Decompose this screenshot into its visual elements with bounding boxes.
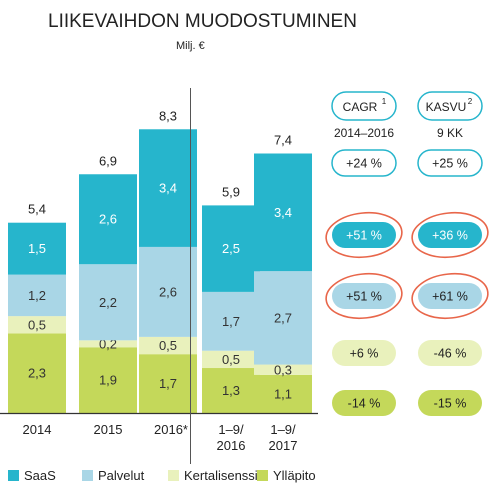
data-label: 3,4 <box>274 205 292 220</box>
highlight-ring <box>325 211 403 259</box>
total-label: 5,4 <box>28 202 46 217</box>
bar-palvelut-0 <box>8 274 66 317</box>
growth-pill <box>418 222 482 248</box>
growth-pill <box>417 149 483 177</box>
header-pill <box>417 91 483 121</box>
growth-value: +24 % <box>346 157 382 171</box>
data-label: 1,7 <box>159 376 177 391</box>
legend-swatch <box>8 470 19 481</box>
data-label: 2,5 <box>222 241 240 256</box>
bar-saas-0 <box>8 222 66 275</box>
growth-value: -14 % <box>348 397 381 411</box>
growth-value: +61 % <box>432 290 468 304</box>
bar-saas-3 <box>202 205 260 292</box>
bars-layer: 2,30,51,21,55,41,90,22,22,66,91,70,52,63… <box>8 108 312 413</box>
growth-value: +51 % <box>346 229 382 243</box>
data-label: 2,6 <box>99 212 117 227</box>
bar-ylläpito-3 <box>202 368 260 413</box>
tick-label: 2015 <box>94 422 123 437</box>
data-label: 2,6 <box>159 284 177 299</box>
data-label: 0,5 <box>159 338 177 353</box>
growth-value: -15 % <box>434 397 467 411</box>
data-label: 2,7 <box>274 310 292 325</box>
chart-subtitle: Milj. € <box>176 40 205 52</box>
growth-pill <box>331 149 397 177</box>
legend-label: Palvelut <box>98 468 145 483</box>
highlight-ring <box>325 272 403 320</box>
header-period: 9 KK <box>437 126 463 140</box>
data-label: 0,5 <box>28 317 46 332</box>
growth-pill <box>418 390 482 416</box>
growth-value: +6 % <box>350 347 379 361</box>
bar-kertalisenssit-1 <box>79 340 137 348</box>
data-label: 1,9 <box>99 373 117 388</box>
legend-swatch <box>82 470 93 481</box>
bar-palvelut-4 <box>254 271 312 365</box>
bar-ylläpito-1 <box>79 347 137 413</box>
bar-saas-2 <box>139 129 197 247</box>
growth-pill <box>418 340 482 366</box>
data-label: 1,5 <box>28 241 46 256</box>
tick-label: 2014 <box>23 422 52 437</box>
legend-swatch <box>257 470 268 481</box>
legend-label: Ylläpito <box>273 468 316 483</box>
legend: SaaS Palvelut Kertalisenssit Ylläpito <box>8 468 316 483</box>
bar-kertalisenssit-0 <box>8 316 66 334</box>
bar-kertalisenssit-3 <box>202 350 260 369</box>
header-label: CAGR <box>343 100 378 114</box>
growth-pill <box>332 283 396 309</box>
tick-label: 2016 <box>217 438 246 453</box>
bar-palvelut-1 <box>79 264 137 341</box>
bar-palvelut-2 <box>139 246 197 337</box>
bar-palvelut-3 <box>202 291 260 351</box>
legend-swatch <box>168 470 179 481</box>
bar-saas-4 <box>254 153 312 272</box>
total-label: 6,9 <box>99 153 117 168</box>
bar-kertalisenssit-4 <box>254 364 312 375</box>
growth-pill <box>332 390 396 416</box>
data-label: 1,2 <box>28 288 46 303</box>
data-label: 1,3 <box>222 383 240 398</box>
legend-label: SaaS <box>24 468 56 483</box>
header-footnote: 2 <box>468 97 473 106</box>
growth-table: CAGR 1 2014–2016 KASVU 2 9 KK +24 % +25 % +51 % +… <box>325 91 489 416</box>
header-period: 2014–2016 <box>334 126 394 140</box>
bar-ylläpito-0 <box>8 333 66 413</box>
data-label: 2,2 <box>99 295 117 310</box>
data-label: 0,5 <box>222 352 240 367</box>
highlight-ring <box>411 272 489 320</box>
header-label: KASVU <box>426 100 467 114</box>
bar-saas-1 <box>79 174 137 265</box>
highlight-ring <box>411 211 489 259</box>
growth-value: +36 % <box>432 229 468 243</box>
total-label: 7,4 <box>274 133 292 148</box>
tick-label: 1–9/ <box>270 422 296 437</box>
growth-value: +25 % <box>432 157 468 171</box>
header-pill <box>331 91 397 121</box>
growth-pill <box>418 283 482 309</box>
chart-title: LIIKEVAIHDON MUODOSTUMINEN <box>48 11 357 32</box>
header-footnote: 1 <box>382 97 387 106</box>
total-label: 5,9 <box>222 184 240 199</box>
data-label: 1,7 <box>222 314 240 329</box>
growth-value: -46 % <box>434 347 467 361</box>
data-label: 1,1 <box>274 386 292 401</box>
data-label: 2,3 <box>28 366 46 381</box>
legend-label: Kertalisenssit <box>184 468 262 483</box>
growth-value: +51 % <box>346 290 382 304</box>
tick-label: 1–9/ <box>218 422 244 437</box>
tick-label: 2017 <box>269 438 298 453</box>
bar-kertalisenssit-2 <box>139 336 197 355</box>
data-label: 3,4 <box>159 181 177 196</box>
bar-ylläpito-4 <box>254 374 312 413</box>
growth-pill <box>332 222 396 248</box>
bar-ylläpito-2 <box>139 354 197 413</box>
data-label: 0,3 <box>274 362 292 377</box>
growth-pill <box>332 340 396 366</box>
tick-label: 2016* <box>154 422 188 437</box>
total-label: 8,3 <box>159 108 177 123</box>
